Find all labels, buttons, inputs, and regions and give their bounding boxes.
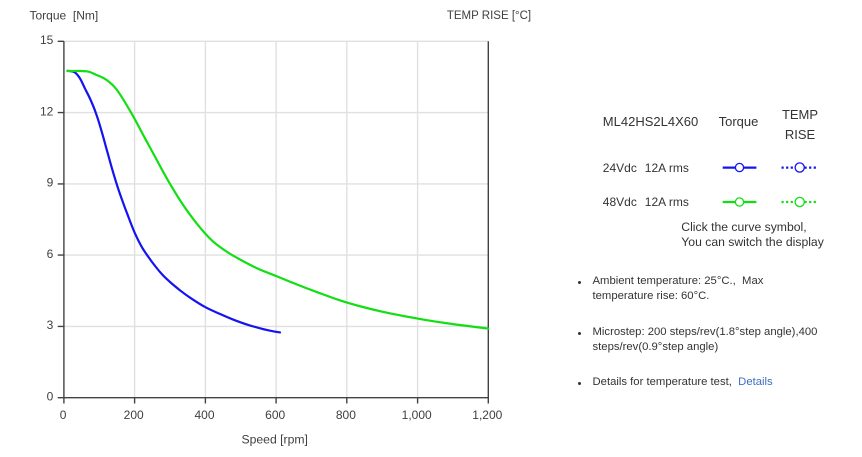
svg-text:0: 0 [60, 408, 67, 422]
svg-text:800: 800 [336, 408, 356, 422]
svg-text:400: 400 [194, 408, 214, 422]
svg-text:Torque [Nm]: Torque [Nm] [30, 8, 99, 22]
svg-text:200: 200 [124, 408, 144, 422]
svg-text:TEMP RISE [°C]: TEMP RISE [°C] [447, 10, 531, 22]
svg-text:600: 600 [265, 408, 285, 422]
svg-text:3: 3 [47, 318, 54, 332]
svg-text:12: 12 [40, 104, 54, 118]
svg-text:1,200: 1,200 [472, 408, 502, 422]
svg-text:0: 0 [47, 390, 54, 404]
svg-text:15: 15 [40, 33, 54, 47]
svg-text:Speed [rpm]: Speed [rpm] [242, 433, 308, 447]
svg-text:6: 6 [47, 247, 54, 261]
svg-text:1,000: 1,000 [402, 408, 432, 422]
svg-text:9: 9 [47, 176, 54, 190]
